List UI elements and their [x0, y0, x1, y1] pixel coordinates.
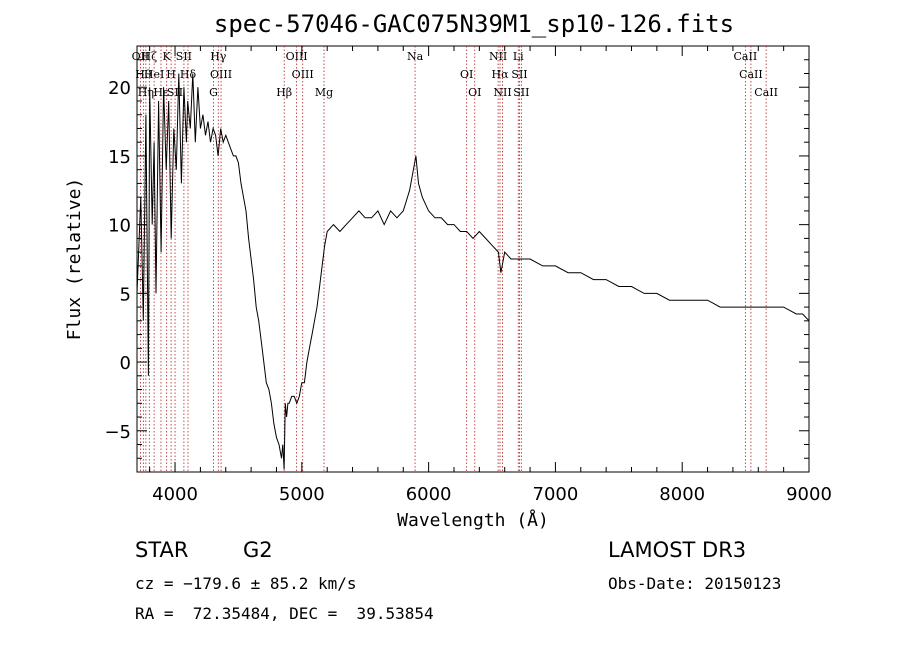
x-tick-label: 4000 [152, 484, 198, 505]
coordinates: RA = 72.35484, DEC = 39.53854 [135, 604, 434, 623]
line-marker-label: Hγ [210, 50, 227, 63]
y-tick-label: 20 [108, 78, 131, 99]
redshift-velocity: cz = −179.6 ± 85.2 km/s [135, 574, 357, 593]
x-tick-label: 6000 [406, 484, 452, 505]
x-tick-label: 7000 [533, 484, 579, 505]
line-marker-label: Hζ [142, 50, 158, 63]
line-marker-label: NII [493, 86, 511, 99]
line-markers [140, 46, 767, 472]
line-marker-label: SII [513, 86, 529, 99]
spectrum-chart: spec-57046-GAC075N39M1_sp10-126.fits OII… [64, 10, 832, 530]
line-marker-label: CaII [754, 86, 778, 99]
line-marker-label: OIII [286, 50, 308, 63]
line-marker-label: SII [176, 50, 192, 63]
x-axis: 4000 5000 6000 7000 8000 9000 [149, 46, 832, 505]
plot-frame [136, 45, 810, 473]
line-marker-label: Hβ [276, 86, 292, 99]
line-marker-label: Hθ [135, 68, 152, 81]
line-marker-label: Hα [491, 68, 509, 81]
line-marker-label: OIII [210, 68, 232, 81]
line-marker-label: OII [132, 50, 150, 63]
line-marker-label: K [163, 50, 172, 63]
line-marker-label: OIII [292, 68, 314, 81]
x-axis-label: Wavelength (Å) [397, 509, 549, 530]
line-marker-label: OI [460, 68, 473, 81]
line-marker-label: NII [489, 50, 507, 63]
line-marker-label: OI [468, 86, 481, 99]
line-marker-label: HeI [144, 68, 164, 81]
line-marker-label: Na [407, 50, 424, 63]
x-tick-label: 5000 [279, 484, 325, 505]
spectrum-series [136, 73, 810, 470]
y-tick-label: −5 [104, 422, 131, 443]
y-tick-label: 0 [120, 353, 131, 374]
x-tick-label: 9000 [786, 484, 832, 505]
y-tick-label: 15 [108, 147, 131, 168]
object-class: STAR [135, 538, 189, 562]
line-marker-label: Mg [315, 86, 333, 99]
line-marker-label: G [209, 86, 218, 99]
line-marker-label: SII [167, 86, 183, 99]
line-marker-label: CaII [739, 68, 763, 81]
y-axis-label: Flux (relative) [64, 178, 85, 341]
line-marker-label: Hδ [180, 68, 197, 81]
line-marker-label: H [166, 68, 176, 81]
survey-name: LAMOST DR3 [608, 538, 747, 562]
line-marker-label: CaII [734, 50, 758, 63]
y-axis: −5 0 5 10 15 20 [104, 45, 809, 459]
y-tick-label: 5 [120, 284, 131, 305]
line-marker-label: SII [511, 68, 527, 81]
chart-title: spec-57046-GAC075N39M1_sp10-126.fits [214, 10, 734, 38]
observation-date: Obs-Date: 20150123 [608, 574, 782, 593]
y-tick-label: 10 [108, 216, 131, 237]
line-marker-label: Li [513, 50, 524, 63]
line-marker-label: Hε [153, 86, 169, 99]
line-marker-label: Hη [138, 86, 154, 99]
x-tick-label: 8000 [659, 484, 705, 505]
line-marker-labels: OIIHθHηHζHeIHεKHSIISIIHδGHγOIIIHβOIIIOII… [132, 50, 778, 99]
spectral-subclass: G2 [243, 538, 273, 562]
